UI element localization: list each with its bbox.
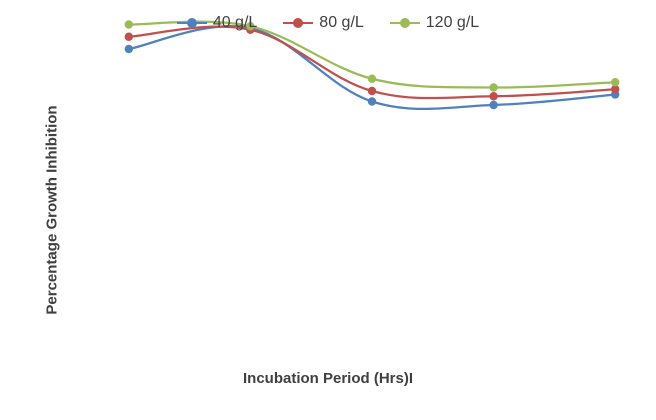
series-layer (124, 20, 620, 111)
x-axis-label: Incubation Period (Hrs)I (242, 370, 413, 387)
data-point-s0-2 (367, 97, 377, 106)
data-point-s1-3 (489, 92, 498, 101)
legend-dot-40 (186, 18, 197, 28)
legend-item-120: 120 g/L (389, 14, 480, 32)
legend-dot-120 (399, 18, 410, 28)
data-point-s1-2 (367, 86, 377, 96)
data-point-s0-0 (124, 44, 133, 54)
data-point-s0-3 (489, 100, 498, 110)
legend-dot-80 (293, 18, 304, 28)
legend-label-120: 120 g/L (425, 14, 480, 31)
legend-label-80: 80 g/L (319, 14, 364, 31)
data-point-s2-1 (246, 22, 255, 31)
data-point-s2-2 (367, 74, 377, 83)
legend-swatch-40 (176, 16, 207, 30)
data-point-s2-3 (489, 83, 498, 92)
legend-swatch-120 (389, 16, 420, 30)
legend-item-40: 40 g/L (176, 14, 258, 32)
legend: 40 g/L 80 g/L 120 g/L (0, 14, 656, 32)
legend-item-80: 80 g/L (283, 14, 364, 32)
data-point-s1-0 (124, 32, 133, 41)
y-axis-label: Percentage Growth Inhibition (43, 105, 61, 315)
legend-swatch-80 (283, 16, 314, 30)
legend-label-40: 40 g/L (212, 14, 258, 31)
data-point-s2-0 (124, 20, 133, 29)
data-point-s1-4 (611, 85, 620, 94)
series-line-0 (128, 24, 616, 111)
data-point-s2-4 (611, 78, 620, 87)
